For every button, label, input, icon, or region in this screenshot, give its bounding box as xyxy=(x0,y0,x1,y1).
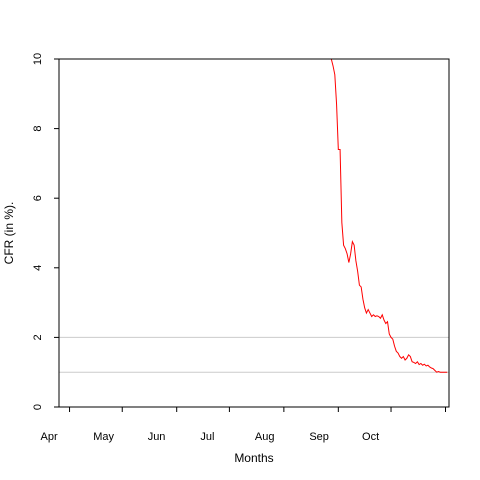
series-line xyxy=(330,58,448,373)
reference-lines xyxy=(59,336,449,373)
x-tick-label-3: Jul xyxy=(200,431,214,443)
x-axis: Apr May Jun Jul Aug Sep Oct xyxy=(41,407,446,443)
y-tick-label-0: 0 xyxy=(32,404,44,410)
x-tick-label-2: Jun xyxy=(148,431,166,443)
plot-frame xyxy=(58,58,450,408)
y-tick-label-3: 6 xyxy=(32,195,44,201)
y-axis: 0 2 4 6 8 10 xyxy=(32,53,59,410)
x-tick-label-6: Oct xyxy=(362,431,379,443)
y-tick-label-5: 10 xyxy=(32,53,44,65)
x-tick-label-4: Aug xyxy=(255,431,275,443)
y-tick-label-2: 4 xyxy=(32,265,44,271)
y-tick-label-4: 8 xyxy=(32,126,44,132)
x-tick-label-1: May xyxy=(93,431,114,443)
x-axis-label: Months xyxy=(234,451,273,465)
x-tick-label-5: Sep xyxy=(309,431,329,443)
x-tick-label-0: Apr xyxy=(41,431,58,443)
y-tick-label-1: 2 xyxy=(32,334,44,340)
y-axis-label: CFR (in %). xyxy=(2,202,16,265)
